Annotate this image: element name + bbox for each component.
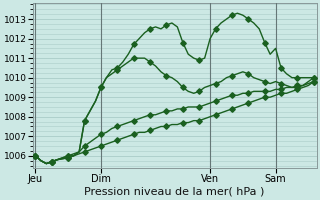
X-axis label: Pression niveau de la mer( hPa ): Pression niveau de la mer( hPa ) <box>84 187 265 197</box>
